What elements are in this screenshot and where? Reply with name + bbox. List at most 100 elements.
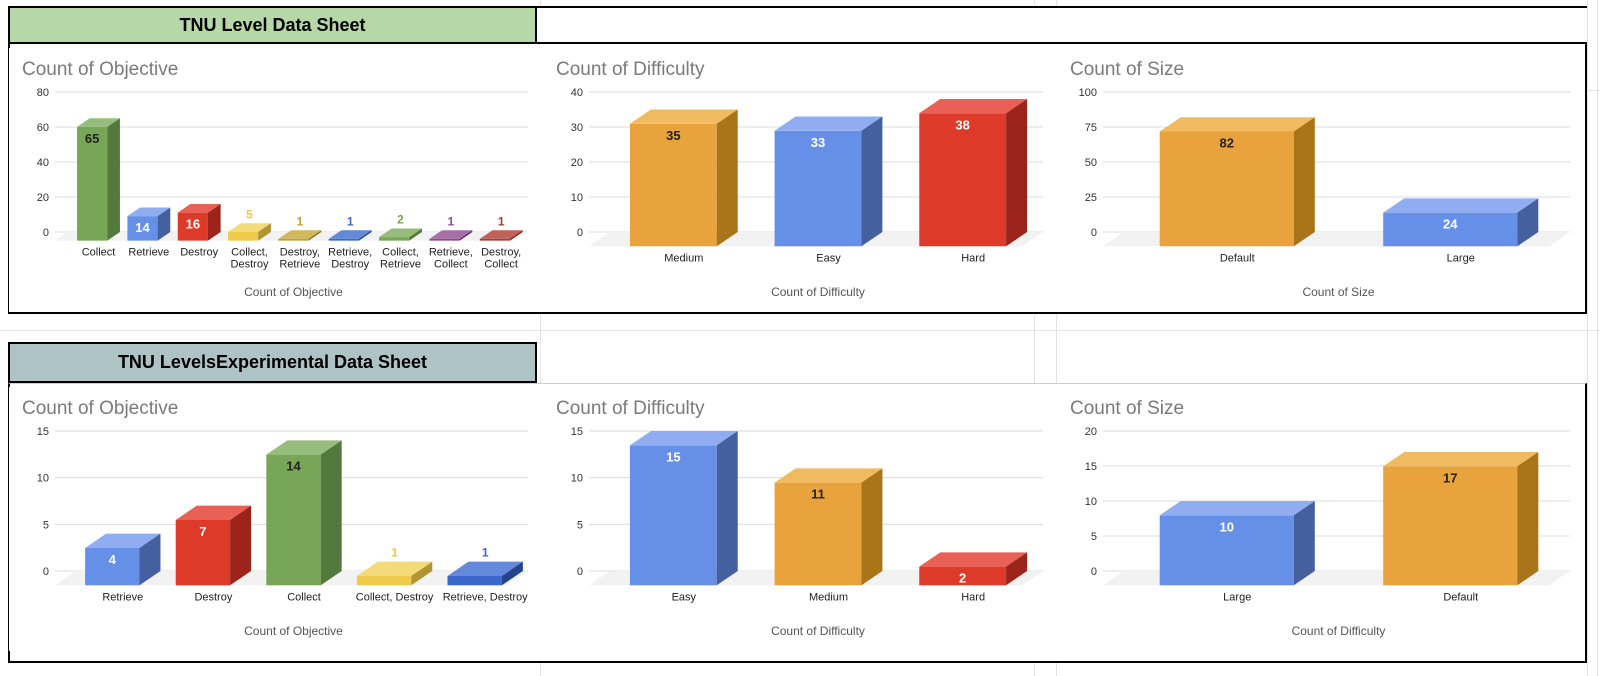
chart-sheet1-count-of-size[interactable]: 0 25 50 75 100 82 Default 24 Large Count of Size C…	[1057, 48, 1580, 312]
svg-text:15: 15	[571, 426, 583, 438]
svg-text:38: 38	[955, 117, 969, 132]
svg-text:17: 17	[1443, 470, 1457, 485]
sheet-gridline	[540, 0, 541, 676]
svg-text:Count of Size: Count of Size	[1070, 59, 1184, 80]
svg-text:Count of Objective: Count of Objective	[22, 59, 178, 80]
svg-text:Count of Objective: Count of Objective	[244, 285, 343, 299]
svg-text:Default: Default	[1443, 591, 1478, 603]
chart-canvas: 0 5 10 15 15 Easy 11 Medium 2 Hard Count of Diffic…	[556, 398, 1043, 638]
svg-text:0: 0	[43, 227, 49, 239]
chart-sheet1-count-of-objective[interactable]: 0 20 40 60 80 65 Collect 14 Retrieve 16 Destroy 5 Co…	[9, 48, 538, 312]
svg-text:Hard: Hard	[961, 252, 985, 264]
svg-text:Collect,: Collect,	[231, 247, 268, 259]
svg-text:Retrieve, Destroy: Retrieve, Destroy	[443, 591, 528, 603]
svg-text:2: 2	[959, 571, 966, 586]
chart-canvas: 0 5 10 15 4 Retrieve 7 Destroy 14 Collect 1 Collect…	[22, 398, 528, 638]
svg-text:Count of Difficulty: Count of Difficulty	[771, 285, 865, 299]
svg-text:24: 24	[1443, 217, 1458, 232]
svg-text:25: 25	[1085, 192, 1097, 204]
svg-text:5: 5	[1091, 531, 1097, 543]
svg-text:65: 65	[85, 131, 99, 146]
sheet-gridline	[1587, 90, 1600, 91]
svg-text:80: 80	[37, 87, 49, 99]
svg-text:10: 10	[37, 473, 49, 485]
svg-text:14: 14	[286, 459, 301, 474]
svg-text:75: 75	[1085, 122, 1097, 134]
svg-text:Medium: Medium	[664, 252, 703, 264]
svg-text:60: 60	[37, 122, 49, 134]
svg-text:0: 0	[1091, 227, 1097, 239]
svg-text:Destroy,: Destroy,	[481, 247, 521, 259]
chart-canvas: 0 10 20 30 40 35 Medium 33 Easy 38 Hard Count of Di…	[556, 59, 1043, 299]
svg-text:50: 50	[1085, 157, 1097, 169]
svg-text:Collect, Destroy: Collect, Destroy	[356, 591, 434, 603]
svg-text:0: 0	[577, 227, 583, 239]
svg-text:10: 10	[1085, 496, 1097, 508]
chart-sheet2-count-of-size[interactable]: 0 5 10 15 20 10 Large 17 Default Count of Difficu…	[1057, 387, 1580, 651]
svg-text:Destroy: Destroy	[180, 247, 218, 259]
svg-text:5: 5	[577, 519, 583, 531]
svg-text:Count of Size: Count of Size	[1302, 285, 1374, 299]
svg-text:Retrieve,: Retrieve,	[328, 247, 372, 259]
svg-text:Count of Difficulty: Count of Difficulty	[1292, 624, 1386, 638]
svg-text:Retrieve,: Retrieve,	[429, 247, 473, 259]
svg-text:Large: Large	[1223, 591, 1251, 603]
svg-text:35: 35	[666, 128, 680, 143]
svg-text:Retrieve: Retrieve	[380, 259, 421, 271]
svg-text:10: 10	[571, 192, 583, 204]
sheet-gridline	[1056, 0, 1057, 676]
svg-text:1: 1	[498, 214, 505, 228]
chart-sheet1-count-of-difficulty[interactable]: 0 10 20 30 40 35 Medium 33 Easy 38 Hard Count of Di…	[543, 48, 1053, 312]
svg-text:1: 1	[447, 214, 454, 228]
sheet2-header-title: TNU LevelsExperimental Data Sheet	[117, 352, 428, 372]
svg-text:Destroy: Destroy	[331, 259, 369, 271]
svg-text:1: 1	[482, 546, 489, 560]
chart-canvas: 0 25 50 75 100 82 Default 24 Large Count of Size C…	[1070, 59, 1570, 299]
svg-text:Collect: Collect	[434, 259, 468, 271]
svg-text:82: 82	[1220, 135, 1234, 150]
svg-text:1: 1	[296, 214, 303, 228]
svg-text:15: 15	[666, 449, 680, 464]
svg-text:Destroy: Destroy	[231, 259, 269, 271]
svg-text:Destroy: Destroy	[194, 591, 232, 603]
svg-text:Large: Large	[1447, 252, 1475, 264]
svg-text:5: 5	[43, 519, 49, 531]
svg-text:40: 40	[571, 87, 583, 99]
svg-text:Medium: Medium	[809, 591, 848, 603]
sheet1-header-title: TNU Level Data Sheet	[179, 14, 366, 35]
svg-text:14: 14	[135, 220, 150, 235]
svg-text:30: 30	[571, 122, 583, 134]
svg-text:Count of Difficulty: Count of Difficulty	[771, 624, 865, 638]
svg-text:0: 0	[577, 566, 583, 578]
chart-canvas: 0 20 40 60 80 65 Collect 14 Retrieve 16 Destroy 5 Co…	[22, 59, 528, 299]
chart-sheet2-count-of-difficulty[interactable]: 0 5 10 15 15 Easy 11 Medium 2 Hard Count of Diffic…	[543, 387, 1053, 651]
svg-text:Easy: Easy	[672, 591, 697, 603]
svg-text:Collect: Collect	[484, 259, 518, 271]
svg-text:4: 4	[109, 552, 117, 567]
svg-text:11: 11	[811, 487, 825, 502]
svg-text:1: 1	[347, 214, 354, 228]
sheet-gridline	[1597, 0, 1598, 676]
svg-text:100: 100	[1079, 87, 1097, 99]
svg-text:40: 40	[37, 157, 49, 169]
svg-text:15: 15	[37, 426, 49, 438]
svg-text:7: 7	[199, 524, 206, 539]
svg-text:Collect,: Collect,	[382, 247, 419, 259]
svg-text:10: 10	[1220, 519, 1234, 534]
svg-text:1: 1	[391, 546, 398, 560]
svg-text:Collect: Collect	[287, 591, 321, 603]
svg-text:Collect: Collect	[82, 247, 116, 259]
svg-text:Hard: Hard	[961, 591, 985, 603]
svg-text:Count of Difficulty: Count of Difficulty	[556, 59, 705, 80]
sheet1-header-cell[interactable]: TNU Level Data Sheet	[8, 6, 537, 44]
chart-sheet2-count-of-objective[interactable]: 0 5 10 15 4 Retrieve 7 Destroy 14 Collect 1 Collect…	[9, 387, 538, 651]
svg-text:Easy: Easy	[816, 252, 841, 264]
sheet2-header-cell[interactable]: TNU LevelsExperimental Data Sheet	[8, 342, 537, 383]
svg-text:Count of Objective: Count of Objective	[22, 398, 178, 419]
svg-text:Count of Objective: Count of Objective	[244, 624, 343, 638]
svg-text:Retrieve: Retrieve	[279, 259, 320, 271]
sheet-gridline	[0, 330, 1600, 331]
svg-text:10: 10	[571, 473, 583, 485]
svg-text:Destroy,: Destroy,	[280, 247, 320, 259]
